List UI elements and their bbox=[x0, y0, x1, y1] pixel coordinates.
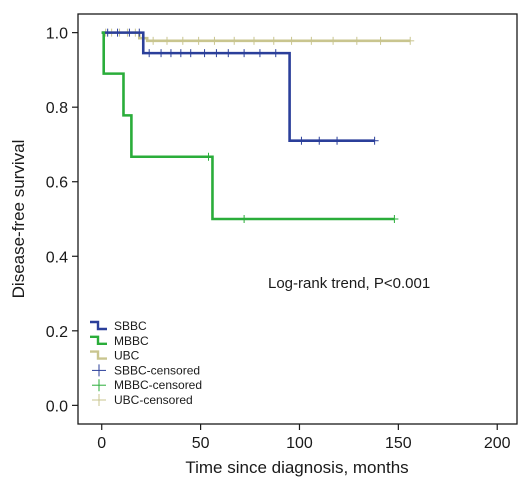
censor-mark-sbbc-7 bbox=[176, 49, 185, 58]
censor-mark-ubc-13 bbox=[287, 36, 296, 45]
legend-label-ubc: UBC bbox=[114, 349, 140, 363]
legend-item-mbbc: MBBC bbox=[90, 334, 149, 348]
censor-mark-sbbc-6 bbox=[166, 49, 175, 58]
censor-mark-sbbc-9 bbox=[200, 49, 209, 58]
censor-mark-sbbc-14 bbox=[271, 49, 280, 58]
censor-mark-sbbc-16 bbox=[315, 136, 324, 145]
legend-item-ubc-censored: UBC-censored bbox=[92, 393, 193, 407]
censor-mark-ubc-17 bbox=[376, 36, 385, 45]
censor-mark-ubc-14 bbox=[307, 36, 316, 45]
censor-mark-sbbc-10 bbox=[212, 49, 221, 58]
censor-mark-sbbc-3 bbox=[135, 28, 144, 37]
censor-mark-ubc-8 bbox=[194, 36, 203, 45]
censor-mark-sbbc-4 bbox=[145, 49, 154, 58]
censor-mark-sbbc-13 bbox=[255, 49, 264, 58]
censor-mark-ubc-11 bbox=[249, 36, 258, 45]
y-tick-label-0-2: 0.2 bbox=[46, 324, 68, 341]
censor-mark-ubc-10 bbox=[230, 36, 239, 45]
legend-label-mbbc: MBBC bbox=[114, 334, 149, 348]
censor-mark-ubc-16 bbox=[352, 36, 361, 45]
censor-mark-ubc-18 bbox=[406, 36, 415, 45]
x-tick-label-50: 50 bbox=[192, 435, 210, 452]
series-line-mbbc bbox=[101, 31, 395, 221]
legend-label-sbbc-censored: SBBC-censored bbox=[114, 363, 200, 377]
ticks-layer: 0 50 100 150 200 0.0 0.2 0.4 0.6 0.8 1.0 bbox=[46, 26, 511, 452]
censor-mark-sbbc-2 bbox=[125, 28, 134, 37]
legend-swatch-sbbc-censored bbox=[92, 364, 106, 377]
y-tick-label-0-6: 0.6 bbox=[46, 175, 68, 192]
censor-mark-sbbc-12 bbox=[240, 49, 249, 58]
y-axis-title: Disease-free survival bbox=[9, 140, 28, 299]
x-axis-title: Time since diagnosis, months bbox=[185, 458, 408, 477]
censor-mark-sbbc-18 bbox=[370, 136, 379, 145]
legend-swatch-sbbc bbox=[90, 320, 107, 331]
legend-swatch-mbbc bbox=[90, 335, 107, 345]
legend-swatch-mbbc-censored bbox=[92, 379, 106, 392]
legend-swatch-ubc-censored bbox=[92, 394, 106, 406]
x-tick-label-0: 0 bbox=[97, 435, 106, 452]
censor-mark-sbbc-15 bbox=[297, 136, 306, 145]
censor-mark-sbbc-1 bbox=[113, 28, 122, 37]
plot-frame bbox=[77, 13, 518, 425]
censor-mark-ubc-7 bbox=[178, 36, 187, 45]
y-tick-label-0-0: 0.0 bbox=[46, 398, 68, 415]
x-tick-label-150: 150 bbox=[385, 435, 412, 452]
censor-mark-ubc-5 bbox=[149, 36, 158, 45]
censor-mark-sbbc-11 bbox=[224, 49, 233, 58]
series-layer bbox=[101, 28, 415, 223]
censor-mark-sbbc-17 bbox=[333, 136, 342, 145]
legend-item-sbbc: SBBC bbox=[90, 319, 147, 333]
censor-mark-mbbc-1 bbox=[240, 215, 249, 223]
annotation-text: Log-rank trend, P<0.001 bbox=[268, 275, 430, 292]
censor-mark-ubc-12 bbox=[269, 36, 278, 45]
legend: SBBCMBBCUBCSBBC-censoredMBBC-censoredUBC… bbox=[90, 319, 202, 407]
legend-swatch-ubc bbox=[90, 350, 107, 360]
legend-item-ubc: UBC bbox=[90, 349, 140, 363]
censor-mark-sbbc-8 bbox=[186, 49, 195, 58]
y-tick-label-0-8: 0.8 bbox=[46, 100, 68, 117]
censor-mark-ubc-9 bbox=[210, 36, 219, 45]
censor-mark-ubc-15 bbox=[329, 36, 338, 45]
censor-mark-mbbc-2 bbox=[390, 215, 399, 223]
legend-label-ubc-censored: UBC-censored bbox=[114, 393, 193, 407]
x-tick-label-200: 200 bbox=[484, 435, 511, 452]
y-tick-label-0-4: 0.4 bbox=[46, 249, 68, 266]
legend-item-mbbc-censored: MBBC-censored bbox=[92, 378, 202, 392]
censor-mark-ubc-6 bbox=[162, 36, 171, 45]
series-line-ubc bbox=[101, 31, 411, 43]
series-line-sbbc bbox=[101, 31, 375, 143]
x-tick-label-100: 100 bbox=[286, 435, 313, 452]
legend-label-mbbc-censored: MBBC-censored bbox=[114, 378, 202, 392]
censor-mark-mbbc-0 bbox=[204, 152, 213, 161]
legend-item-sbbc-censored: SBBC-censored bbox=[92, 363, 200, 377]
y-tick-label-1-0: 1.0 bbox=[46, 26, 68, 43]
legend-label-sbbc: SBBC bbox=[114, 319, 147, 333]
censor-mark-sbbc-5 bbox=[157, 49, 166, 58]
